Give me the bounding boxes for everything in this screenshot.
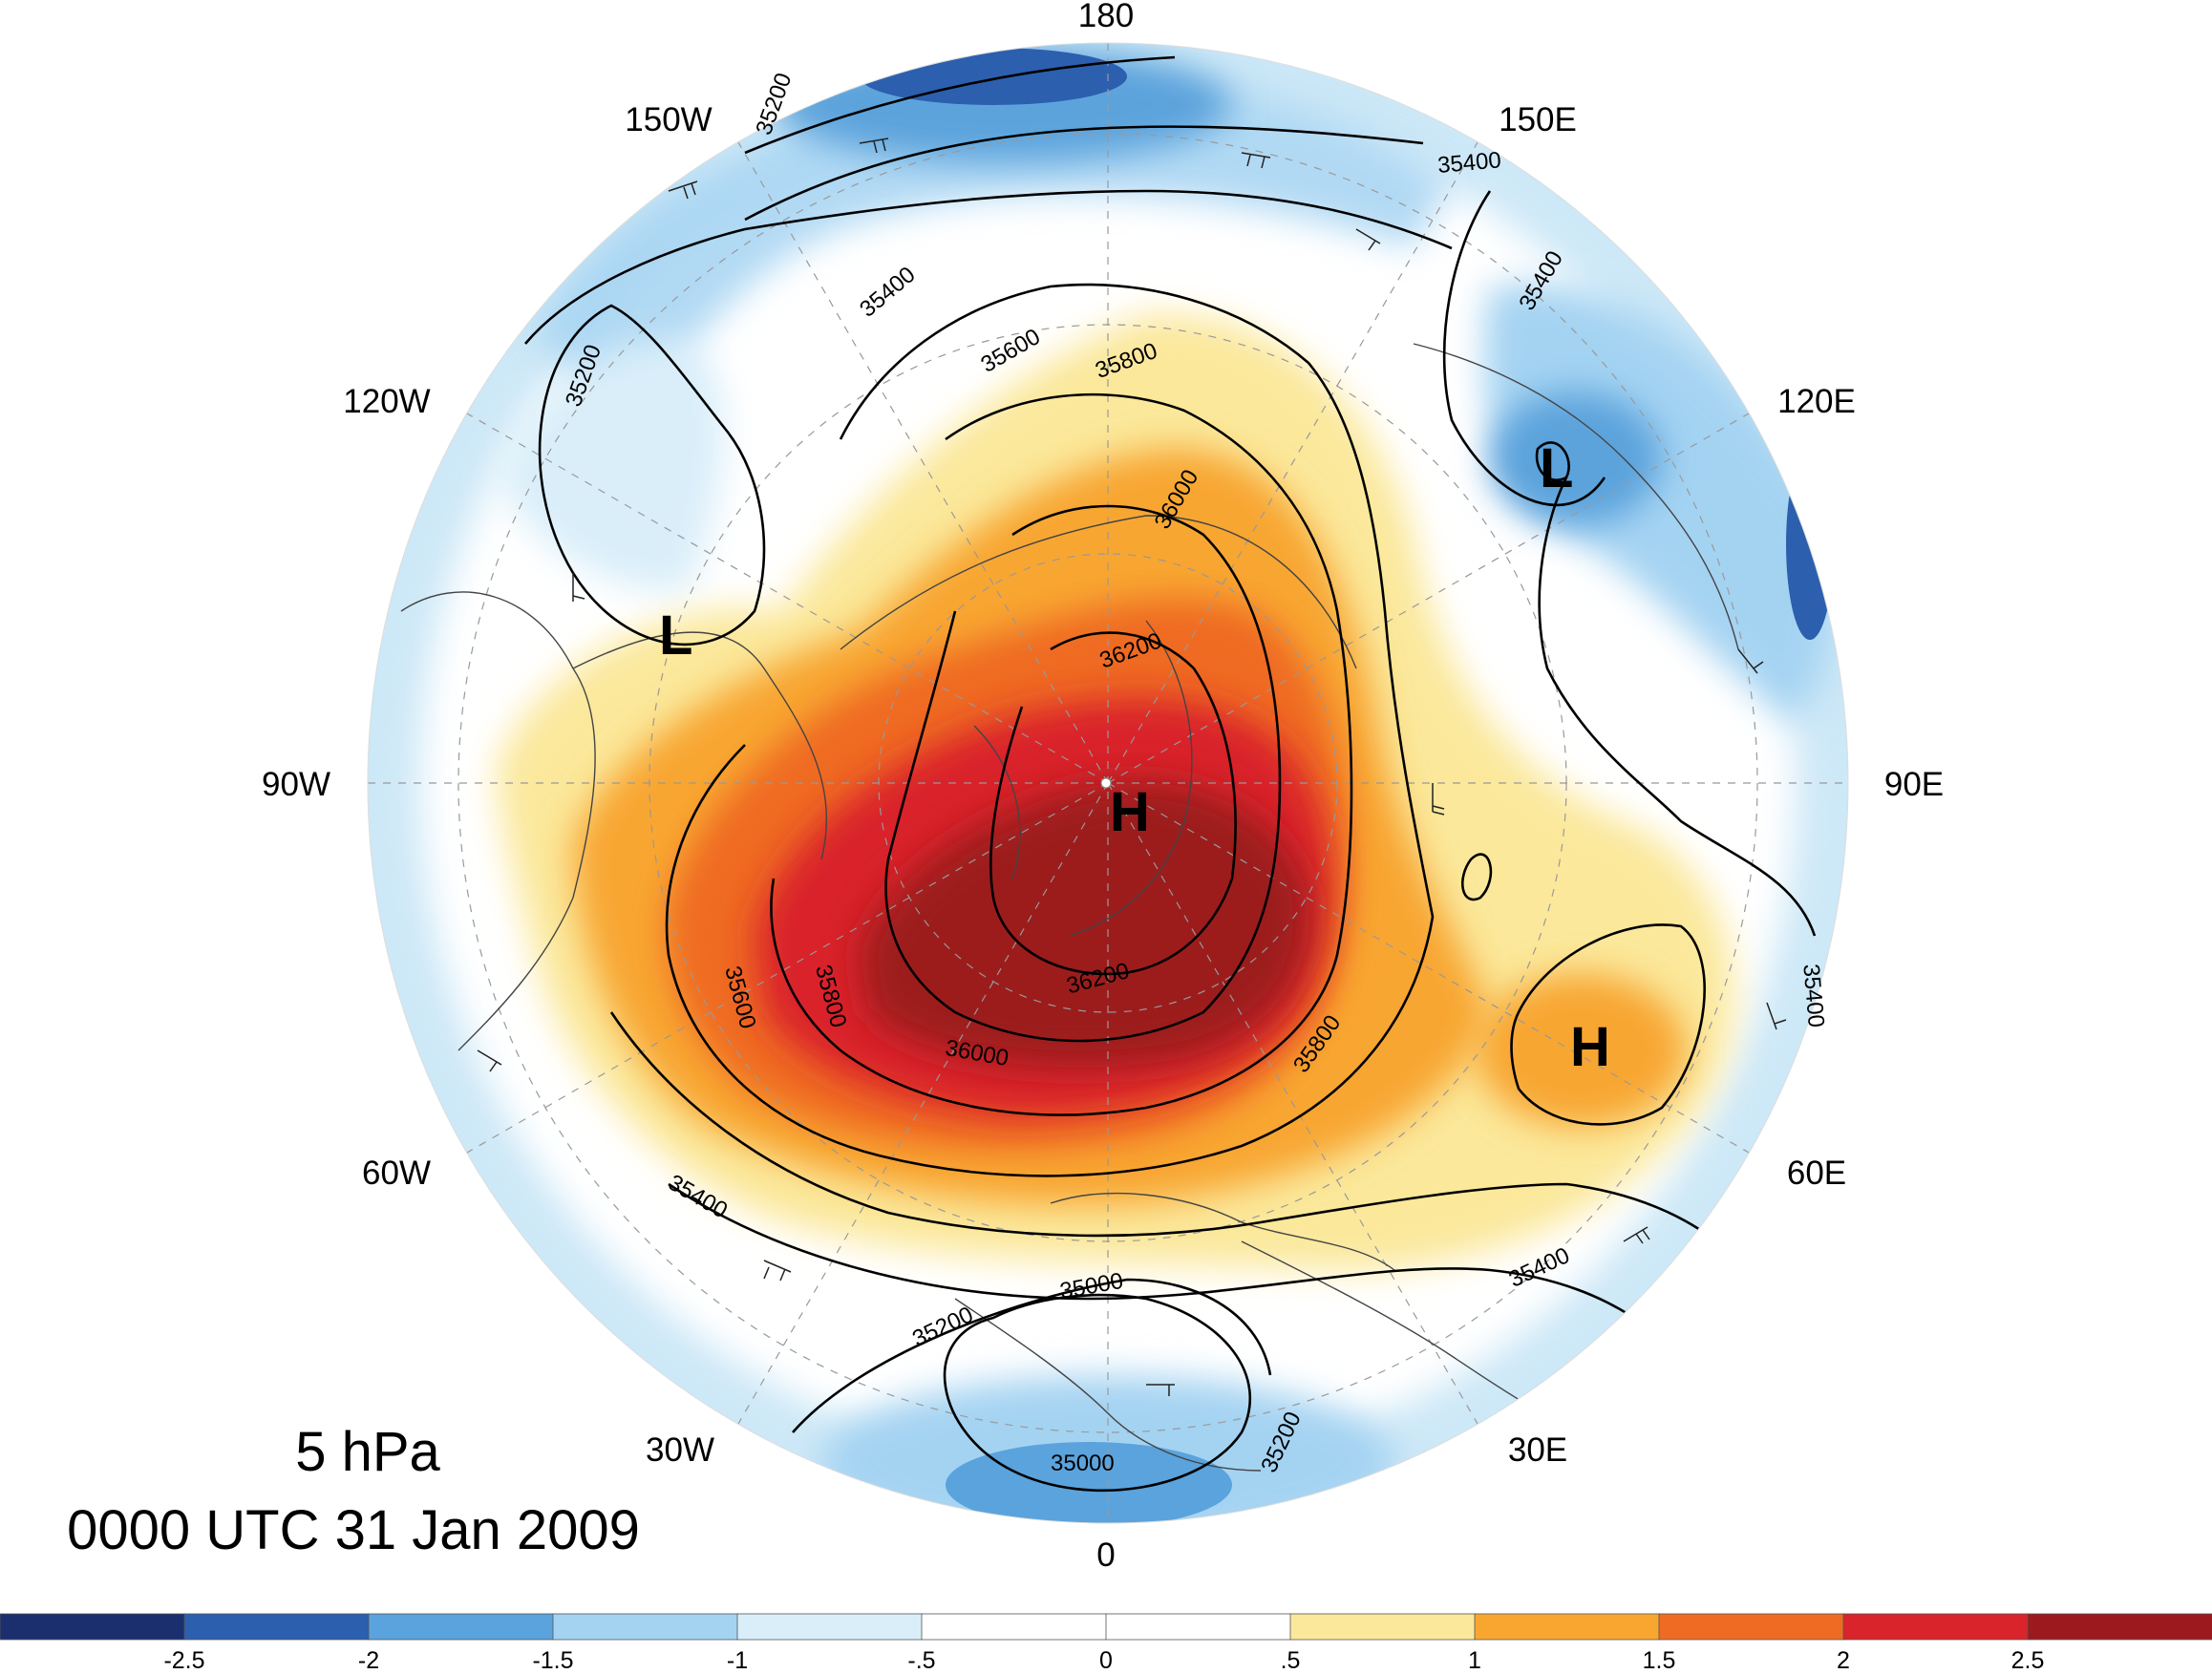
low-center-120e: L [1540,437,1573,499]
colorbar-swatch [921,1613,1107,1641]
coastlines [400,343,1739,1472]
colorbar-tick-label: -1 [727,1647,748,1674]
longitude-labels: 180 150W 150E 120W 120E 90W 90E 60W 60E … [262,0,1944,1574]
colorbar-swatch [0,1613,185,1641]
contour-label: 35400 [1797,963,1829,1028]
colorbar-tick-label: 2.5 [2011,1647,2045,1674]
colorbar-tick-label: 1 [1468,1647,1481,1674]
pressure-centers: H H L L [659,437,1610,1078]
lon-label-0: 0 [1096,1536,1115,1574]
lon-label-60e: 60E [1787,1155,1846,1192]
plot-title: 5 hPa 0000 UTC 31 Jan 2009 [67,1421,640,1561]
title-level: 5 hPa [295,1421,440,1483]
lon-label-150e: 150E [1499,101,1577,138]
colorbar-swatch [1289,1613,1476,1641]
map-boundary [367,42,1849,1524]
wind-barbs [477,138,1787,1396]
colorbar-swatch [368,1613,554,1641]
colorbar-swatch [2027,1613,2212,1641]
lon-label-90w: 90W [262,766,330,803]
colorbar-tick-label: -.5 [907,1647,935,1674]
lon-label-120e: 120E [1777,383,1856,420]
height-contours [524,55,1817,1493]
colorbar-swatch [183,1613,370,1641]
lon-label-90e: 90E [1884,766,1944,803]
colorbar-swatch [552,1613,738,1641]
colorbar-tick-label: 1.5 [1643,1647,1676,1674]
colorbar: -2.5 -2 -1.5 -1 -.5 0 .5 1 1.5 2 2.5 [0,1613,2212,1674]
high-center-pole: H [1110,781,1150,843]
lon-label-180: 180 [1078,0,1134,34]
colorbar-tick-label: -1.5 [532,1647,573,1674]
colorbar-tick-label: 0 [1099,1647,1113,1674]
colorbar-swatch [1105,1613,1291,1641]
colorbar-tick-label: .5 [1281,1647,1301,1674]
lon-label-120w: 120W [343,383,430,420]
lon-label-60w: 60W [362,1155,431,1192]
title-datetime: 0000 UTC 31 Jan 2009 [67,1499,640,1561]
colorbar-swatch [736,1613,923,1641]
colorbar-tick-label: 2 [1837,1647,1850,1674]
colorbar-swatch [1474,1613,1660,1641]
colorbar-tick-label: -2.5 [163,1647,204,1674]
lon-label-150w: 150W [625,101,712,138]
colorbar-swatch [1658,1613,1844,1641]
negative-anomaly-north-band [535,76,1452,430]
north-pole-marker [1100,777,1112,789]
high-center-60e: H [1570,1016,1610,1078]
colorbar-tick-label: -2 [358,1647,379,1674]
colorbar-swatch [1842,1613,2029,1641]
contour-label: 35000 [1051,1451,1115,1476]
lon-label-30e: 30E [1508,1431,1567,1469]
low-center-120w: L [659,604,692,667]
lon-label-30w: 30W [646,1431,714,1469]
contour-label: 35400 [1436,147,1502,179]
